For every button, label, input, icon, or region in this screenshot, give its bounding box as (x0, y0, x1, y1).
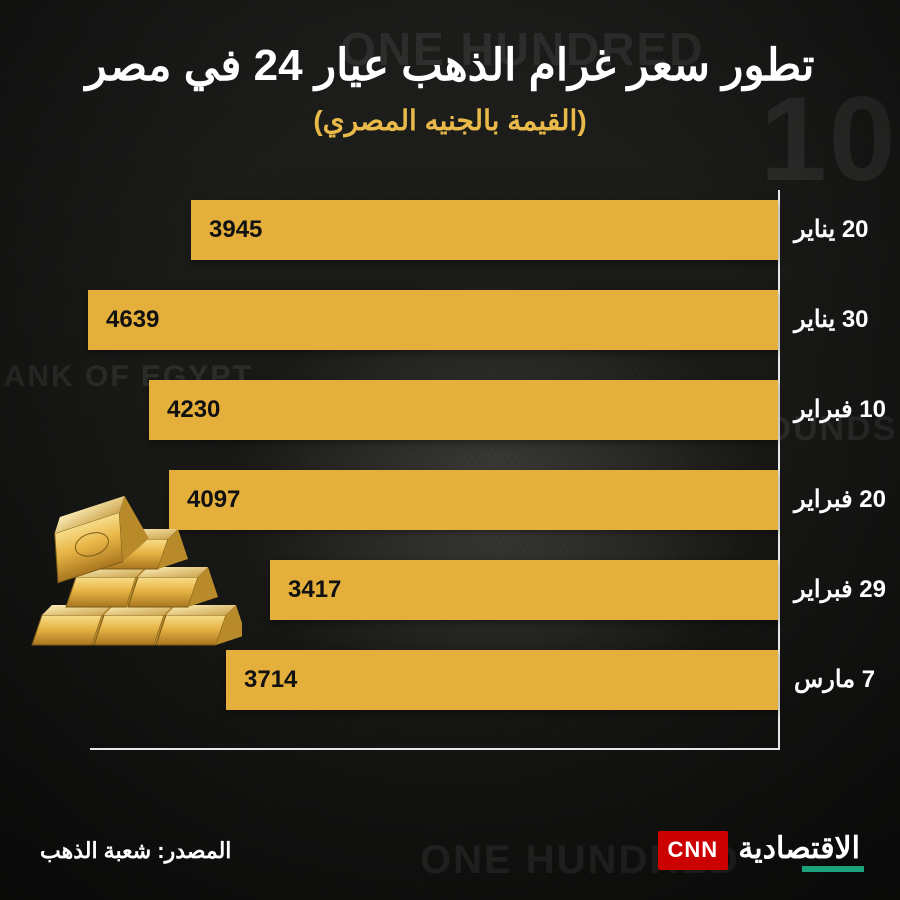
page-title: تطور سعر غرام الذهب عيار 24 في مصر (0, 40, 900, 91)
infographic-canvas: ONE HUNDRED100BANK OF EGYPTPOUNDSONE HUN… (0, 0, 900, 900)
chart-row: 3417 (270, 560, 778, 620)
bar-value: 3945 (209, 216, 262, 243)
chart-bar: 3417 (270, 560, 778, 620)
date-label: 20 يناير (794, 215, 869, 244)
chart-bar: 4639 (88, 290, 778, 350)
date-label: 29 فبراير (794, 575, 886, 604)
source-line: المصدر: شعبة الذهب (40, 838, 231, 864)
chart-bar: 4097 (169, 470, 778, 530)
chart-row: 4230 (149, 380, 778, 440)
date-label: 20 فبراير (794, 485, 886, 514)
bar-value: 3417 (288, 576, 341, 603)
bar-value: 3714 (244, 666, 297, 693)
date-label: 10 فبراير (794, 395, 886, 424)
brand-arabic: الاقتصادية (738, 831, 860, 870)
footer: المصدر: شعبة الذهب CNN الاقتصادية (40, 831, 860, 870)
chart-bar: 3714 (226, 650, 778, 710)
cnn-logo: CNN (658, 831, 729, 870)
chart-bar: 4230 (149, 380, 778, 440)
date-label: 30 يناير (794, 305, 869, 334)
date-label: 7 مارس (794, 665, 875, 694)
bar-value: 4230 (167, 396, 220, 423)
chart-row: 3945 (191, 200, 778, 260)
chart-row: 4639 (88, 290, 778, 350)
page-subtitle: (القيمة بالجنيه المصري) (0, 104, 900, 137)
bar-value: 4639 (106, 306, 159, 333)
gold-price-bar-chart: 3945 4639 4230 4097 3417 3714 (90, 190, 780, 750)
brand-block: CNN الاقتصادية (658, 831, 860, 870)
chart-bar: 3945 (191, 200, 778, 260)
bar-value: 4097 (187, 486, 240, 513)
chart-row: 3714 (226, 650, 778, 710)
chart-row: 4097 (169, 470, 778, 530)
